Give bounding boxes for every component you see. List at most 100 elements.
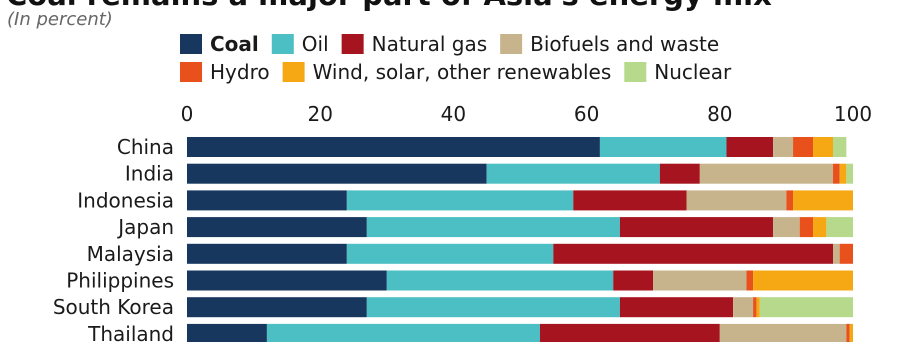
bar-segment-china-nuclear: [833, 137, 847, 157]
bar-segment-philippines-natural-gas: [613, 270, 654, 291]
bar-segment-japan-oil: [366, 217, 620, 238]
bar-segment-japan-nuclear: [826, 217, 853, 238]
bar-segment-malaysia-biofuels-and-waste: [833, 243, 840, 264]
bar-row-philippines: [187, 270, 853, 291]
x-tick-label-60: 60: [574, 102, 599, 126]
chart-title: Coal remains a major part of Asia's ener…: [6, 0, 772, 12]
legend-item-hydro: Hydro: [180, 60, 270, 84]
bar-segment-japan-natural-gas: [619, 217, 774, 238]
category-label-japan: Japan: [116, 215, 174, 239]
legend-label-hydro: Hydro: [210, 60, 270, 84]
bar-segment-philippines-wind-solar-other-renewables: [753, 270, 853, 291]
bar-segment-south-korea-nuclear: [759, 297, 853, 318]
legend-item-nuclear: Nuclear: [624, 60, 732, 84]
legend-label-coal: Coal: [210, 32, 259, 56]
legend-item-oil: Oil: [271, 32, 329, 56]
legend-label-wind-solar-other-renewables: Wind, solar, other renewables: [313, 60, 612, 84]
legend-swatch-oil: [271, 34, 294, 54]
bar-segment-philippines-coal: [187, 270, 387, 291]
category-label-india: India: [125, 162, 174, 186]
bar-segment-thailand-biofuels-and-waste: [719, 323, 847, 342]
bar-segment-indonesia-hydro: [786, 190, 794, 211]
x-axis: 0 20 40 60 80 100: [181, 102, 872, 126]
bar-segment-india-biofuels-and-waste: [699, 163, 834, 184]
x-tick-label-0: 0: [181, 102, 194, 126]
bar-segment-china-biofuels-and-waste: [773, 137, 794, 157]
bar-segment-china-oil: [599, 137, 727, 157]
bar-segment-china-coal: [187, 137, 600, 157]
category-label-malaysia: Malaysia: [87, 242, 174, 266]
legend-label-nuclear: Nuclear: [654, 60, 732, 84]
legend-swatch-natural-gas: [341, 34, 364, 54]
bar-segment-south-korea-wind-solar-other-renewables: [756, 297, 760, 318]
bar-row-malaysia: [187, 243, 853, 264]
bar-segment-thailand-natural-gas: [539, 323, 720, 342]
legend-swatch-hydro: [180, 62, 202, 82]
bar-segment-india-oil: [486, 163, 660, 184]
bar-segment-thailand-hydro: [846, 323, 850, 342]
bar-segment-south-korea-oil: [366, 297, 620, 318]
legend-swatch-nuclear: [624, 62, 647, 82]
bar-segment-south-korea-biofuels-and-waste: [733, 297, 754, 318]
bar-segment-indonesia-wind-solar-other-renewables: [793, 190, 853, 211]
bar-row-china: [187, 137, 847, 157]
bar-segment-philippines-hydro: [746, 270, 754, 291]
bar-segment-thailand-coal: [187, 323, 267, 342]
category-label-thailand: Thailand: [87, 322, 174, 342]
category-label-china: China: [117, 135, 174, 159]
legend-item-biofuels-and-waste: Biofuels and waste: [500, 32, 719, 56]
x-tick-label-80: 80: [707, 102, 732, 126]
x-tick-label-40: 40: [441, 102, 466, 126]
legend-swatch-coal: [180, 34, 202, 54]
legend-label-oil: Oil: [302, 32, 329, 56]
bar-segment-malaysia-oil: [346, 243, 554, 264]
bar-segment-china-natural-gas: [726, 137, 774, 157]
legend: Coal Oil Natural gas Biofuels and waste Hydr…: [180, 32, 732, 84]
legend-item-coal: Coal: [180, 32, 259, 56]
category-label-philippines: Philippines: [66, 269, 174, 293]
bar-segment-india-natural-gas: [659, 163, 700, 184]
legend-label-natural-gas: Natural gas: [372, 32, 488, 56]
bar-segment-india-nuclear: [846, 163, 853, 184]
x-tick-label-20: 20: [307, 102, 332, 126]
bars: [187, 137, 853, 342]
bar-segment-malaysia-natural-gas: [553, 243, 834, 264]
bar-segment-japan-hydro: [799, 217, 814, 238]
bar-row-south-korea: [187, 297, 853, 318]
bar-segment-japan-coal: [187, 217, 367, 238]
bar-segment-india-coal: [187, 163, 487, 184]
bar-segment-indonesia-coal: [187, 190, 347, 211]
legend-item-natural-gas: Natural gas: [341, 32, 488, 56]
bar-segment-south-korea-coal: [187, 297, 367, 318]
chart-subtitle: (In percent): [7, 9, 113, 30]
bar-segment-malaysia-coal: [187, 243, 347, 264]
legend-swatch-wind-solar-other-renewables: [282, 62, 305, 82]
x-tick-label-100: 100: [834, 102, 872, 126]
bar-segment-indonesia-oil: [346, 190, 574, 211]
bar-segment-philippines-biofuels-and-waste: [653, 270, 747, 291]
bar-segment-japan-wind-solar-other-renewables: [813, 217, 827, 238]
bar-segment-china-wind-solar-other-renewables: [813, 137, 834, 157]
legend-label-biofuels-and-waste: Biofuels and waste: [530, 32, 719, 56]
bar-row-japan: [187, 217, 853, 238]
bar-segment-thailand-oil: [266, 323, 540, 342]
legend-item-wind-solar-other-renewables: Wind, solar, other renewables: [282, 60, 612, 84]
bar-segment-malaysia-hydro: [839, 243, 853, 264]
bar-row-indonesia: [187, 190, 853, 211]
bar-segment-indonesia-natural-gas: [573, 190, 687, 211]
bar-segment-india-wind-solar-other-renewables: [839, 163, 847, 184]
bar-row-thailand: [187, 323, 853, 342]
category-label-indonesia: Indonesia: [77, 188, 174, 212]
bar-segment-japan-biofuels-and-waste: [773, 217, 800, 238]
bar-segment-china-hydro: [793, 137, 814, 157]
bar-segment-south-korea-natural-gas: [619, 297, 734, 318]
bar-segment-india-hydro: [833, 163, 840, 184]
bar-segment-thailand-wind-solar-other-renewables: [849, 323, 853, 342]
bar-segment-indonesia-biofuels-and-waste: [686, 190, 787, 211]
category-label-south-korea: South Korea: [53, 295, 174, 319]
bar-segment-south-korea-hydro: [753, 297, 757, 318]
bar-segment-philippines-oil: [386, 270, 614, 291]
bar-row-india: [187, 163, 853, 184]
